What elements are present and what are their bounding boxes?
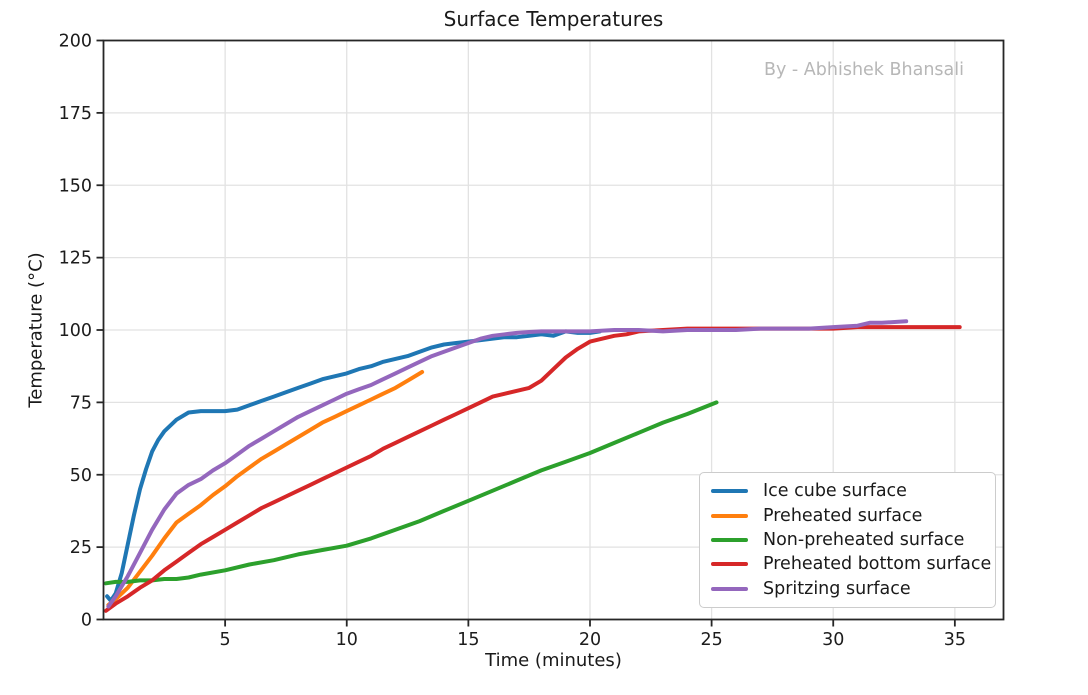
x-tick-label: 5 xyxy=(220,630,231,650)
legend-label: Preheated bottom surface xyxy=(763,554,992,575)
y-tick-label: 200 xyxy=(59,32,92,52)
y-tick-label: 50 xyxy=(70,466,92,486)
x-tick-label: 10 xyxy=(336,630,358,650)
legend-label: Spritzing surface xyxy=(763,578,911,599)
x-tick-label: 20 xyxy=(579,630,601,650)
y-tick-label: 0 xyxy=(81,611,92,631)
x-tick-label: 30 xyxy=(822,630,844,650)
legend-item-preheated-surface: Preheated surface xyxy=(700,506,995,526)
series-line-spritzing-surface xyxy=(106,319,909,609)
y-tick-label: 25 xyxy=(70,538,92,558)
legend: Ice cube surface Preheated surface Non-p… xyxy=(699,472,996,608)
y-tick-label: 150 xyxy=(59,176,92,196)
legend-line-sample xyxy=(711,489,748,494)
legend-line-sample xyxy=(711,513,748,518)
legend-label: Preheated surface xyxy=(763,505,923,526)
x-axis-label: Time (minutes) xyxy=(485,650,622,671)
legend-label: Non-preheated surface xyxy=(763,529,965,550)
y-tick-label: 125 xyxy=(59,249,92,269)
legend-item-ice-cube-surface: Ice cube surface xyxy=(700,481,995,501)
x-tick-label: 25 xyxy=(700,630,722,650)
legend-item-preheated-bottom-surface: Preheated bottom surface xyxy=(700,554,995,574)
legend-line-sample xyxy=(711,562,748,567)
series-line-ice-cube-surface xyxy=(105,329,602,603)
legend-line-sample xyxy=(711,537,748,542)
legend-item-spritzing-surface: Spritzing surface xyxy=(700,579,995,599)
x-tick-label: 35 xyxy=(944,630,966,650)
y-tick-label: 175 xyxy=(59,104,92,124)
legend-item-non-preheated-surface: Non-preheated surface xyxy=(700,530,995,550)
x-tick-label: 15 xyxy=(457,630,479,650)
legend-line-sample xyxy=(711,586,748,591)
series-line-non-preheated-surface xyxy=(103,400,719,586)
y-axis-label: Temperature (°C) xyxy=(25,252,47,408)
legend-label: Ice cube surface xyxy=(763,481,907,502)
series-line-preheated-surface xyxy=(106,370,425,607)
y-tick-label: 100 xyxy=(59,321,92,341)
y-tick-label: 75 xyxy=(70,393,92,413)
watermark-text: By - Abhishek Bhansali xyxy=(764,60,964,80)
chart-title: Surface Temperatures xyxy=(443,7,664,31)
